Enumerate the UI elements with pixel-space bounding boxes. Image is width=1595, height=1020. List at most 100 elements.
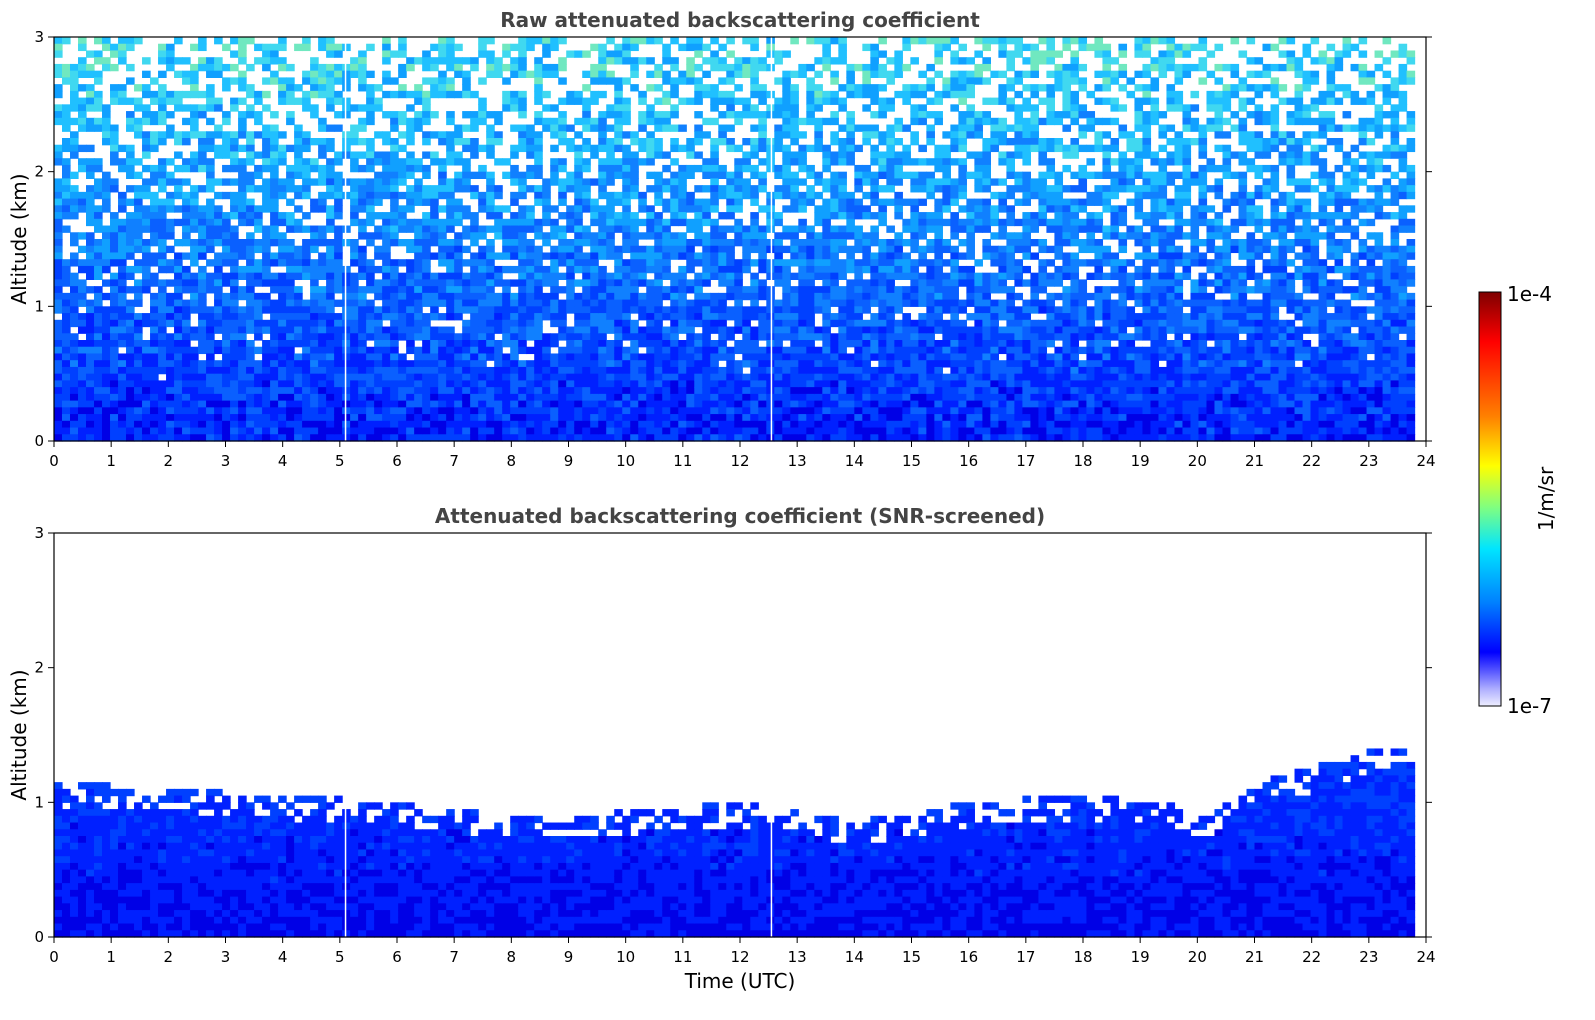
heatmap-cell	[110, 158, 119, 166]
heatmap-cell	[102, 239, 111, 247]
heatmap-cell	[518, 252, 527, 260]
heatmap-cell	[374, 279, 383, 287]
heatmap-cell	[230, 373, 239, 381]
heatmap-cell	[246, 286, 255, 294]
heatmap-cell	[430, 151, 439, 159]
heatmap-cell	[662, 70, 671, 78]
heatmap-cell	[462, 144, 471, 153]
heatmap-cell	[62, 70, 71, 78]
heatmap-cell	[470, 90, 479, 99]
heatmap-cell	[662, 239, 671, 247]
heatmap-cell	[830, 239, 839, 247]
heatmap-cell	[374, 178, 383, 186]
heatmap-cell	[262, 63, 271, 72]
heatmap-cell	[814, 407, 823, 415]
heatmap-cell	[790, 292, 799, 301]
heatmap-cell	[102, 111, 111, 119]
heatmap-cell	[622, 326, 631, 334]
heatmap-cell	[558, 360, 567, 368]
heatmap-cell	[574, 393, 583, 402]
heatmap-cell	[454, 387, 463, 395]
heatmap-cell	[254, 212, 263, 220]
heatmap-cell	[830, 400, 839, 408]
heatmap-cell	[374, 191, 383, 200]
heatmap-cell	[454, 131, 463, 139]
heatmap-cell	[246, 414, 255, 422]
heatmap-cell	[254, 117, 263, 126]
heatmap-cell	[686, 319, 695, 328]
heatmap-cell	[758, 306, 767, 314]
heatmap-cell	[342, 414, 351, 422]
heatmap-cell	[622, 77, 631, 85]
heatmap-cell	[254, 400, 263, 408]
heatmap-cell	[270, 313, 279, 321]
heatmap-cell	[318, 232, 327, 240]
heatmap-cell	[366, 185, 375, 193]
heatmap-cell	[910, 232, 919, 240]
heatmap-cell	[534, 191, 543, 200]
heatmap-cell	[838, 259, 847, 267]
heatmap-cell	[486, 265, 495, 274]
heatmap-cell	[190, 414, 199, 422]
heatmap-cell	[142, 252, 151, 260]
heatmap-cell	[246, 178, 255, 186]
heatmap-cell	[486, 252, 495, 260]
heatmap-cell	[198, 185, 207, 193]
heatmap-cell	[366, 414, 375, 422]
heatmap-cell	[246, 158, 255, 166]
heatmap-cell	[270, 373, 279, 381]
heatmap-cell	[750, 164, 759, 173]
heatmap-cell	[86, 239, 95, 247]
heatmap-cell	[710, 319, 719, 328]
heatmap-cell	[238, 117, 247, 126]
heatmap-cell	[86, 360, 95, 368]
heatmap-cell	[238, 427, 247, 435]
heatmap-cell	[246, 185, 255, 193]
heatmap-cell	[486, 333, 495, 341]
heatmap-cell	[766, 198, 775, 206]
heatmap-cell	[758, 366, 767, 375]
heatmap-cell	[486, 111, 495, 119]
heatmap-cell	[270, 407, 279, 415]
heatmap-cell	[670, 414, 679, 422]
heatmap-cell	[182, 104, 191, 112]
heatmap-cell	[166, 43, 175, 52]
heatmap-cell	[798, 366, 807, 375]
heatmap-cell	[806, 434, 815, 442]
heatmap-cell	[590, 279, 599, 287]
heatmap-cell	[814, 259, 823, 267]
heatmap-cell	[566, 360, 575, 368]
heatmap-cell	[150, 171, 159, 179]
heatmap-cell	[366, 84, 375, 92]
heatmap-cell	[126, 393, 135, 402]
heatmap-cell	[406, 191, 415, 200]
heatmap-cell	[62, 380, 71, 388]
heatmap-cell	[198, 90, 207, 99]
heatmap-cell	[830, 57, 839, 65]
heatmap-cell	[390, 151, 399, 159]
heatmap-cell	[438, 252, 447, 260]
heatmap-cell	[278, 299, 287, 307]
heatmap-cell	[454, 259, 463, 267]
heatmap-cell	[806, 326, 815, 334]
heatmap-cell	[286, 366, 295, 375]
heatmap-cell	[822, 400, 831, 408]
heatmap-cell	[398, 387, 407, 395]
heatmap-cell	[214, 299, 223, 307]
heatmap-cell	[270, 191, 279, 200]
heatmap-cell	[142, 138, 151, 146]
heatmap-cell	[454, 63, 463, 72]
heatmap-cell	[462, 70, 471, 78]
heatmap-cell	[534, 373, 543, 381]
heatmap-cell	[782, 144, 791, 153]
heatmap-cell	[686, 326, 695, 334]
heatmap-cell	[198, 393, 207, 402]
heatmap-cell	[766, 191, 775, 200]
heatmap-cell	[758, 400, 767, 408]
heatmap-cell	[102, 131, 111, 139]
heatmap-cell	[158, 340, 167, 348]
heatmap-cell	[614, 387, 623, 395]
heatmap-cell	[702, 205, 711, 213]
heatmap-cell	[118, 37, 127, 45]
heatmap-cell	[734, 434, 743, 442]
